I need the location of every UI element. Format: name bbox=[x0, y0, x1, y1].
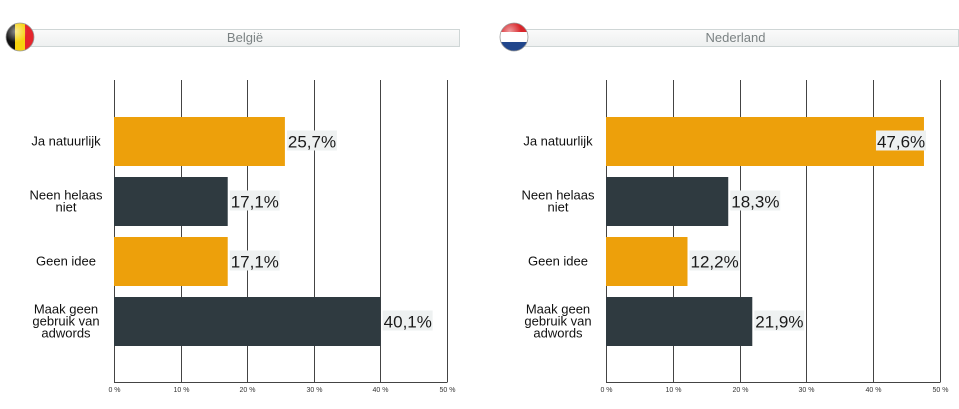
value-label-bg bbox=[875, 130, 926, 151]
chart-netherlands: 0 % 10 % 20 % 30 % 40 % 50 % Ja natuurlijk 47,6… bbox=[522, 80, 949, 394]
value-label: 47,6% bbox=[877, 133, 925, 152]
value-label-bg bbox=[730, 190, 781, 211]
x-tick-label: 30 % bbox=[799, 387, 815, 394]
x-tick-label: 50 % bbox=[933, 387, 949, 394]
category-label: Geen idee bbox=[36, 254, 96, 269]
category-label: Neen helaas niet bbox=[30, 188, 103, 215]
x-tick-label: 40 % bbox=[373, 387, 389, 394]
x-tick-label: 20 % bbox=[240, 387, 256, 394]
value-label: 21,9% bbox=[755, 313, 803, 332]
bar bbox=[606, 237, 688, 286]
x-tick-label: 0 % bbox=[600, 387, 612, 394]
bar bbox=[114, 117, 285, 166]
value-label: 18,3% bbox=[731, 193, 779, 212]
panel-title: Nederland bbox=[705, 30, 766, 45]
netherlands-flag-icon bbox=[499, 22, 529, 52]
bar bbox=[606, 297, 753, 346]
category-label: Ja natuurlijk bbox=[31, 134, 101, 149]
value-label: 25,7% bbox=[288, 133, 336, 152]
value-label-bg bbox=[754, 310, 805, 331]
value-label-bg bbox=[382, 310, 433, 331]
value-label: 17,1% bbox=[231, 253, 279, 272]
category-label: Geen idee bbox=[528, 254, 588, 269]
bar bbox=[114, 297, 381, 346]
x-tick-label: 50 % bbox=[440, 387, 456, 394]
bar bbox=[606, 117, 924, 166]
category-label: Ja natuurlijk bbox=[523, 134, 593, 149]
category-label: Maak geen gebruik van adwords bbox=[32, 302, 99, 341]
x-tick-label: 30 % bbox=[307, 387, 323, 394]
chart-belgium: 0 % 10 % 20 % 30 % 40 % 50 % Ja natuurlijk 25,7… bbox=[30, 80, 456, 394]
chart-panel-netherlands: Nederland 0 % 10 % 20 % 30 % 40 % 50 % Ja natu… bbox=[492, 0, 959, 409]
value-label: 12,2% bbox=[690, 253, 738, 272]
x-tick-label: 10 % bbox=[666, 387, 682, 394]
x-tick-label: 10 % bbox=[174, 387, 190, 394]
category-label: Neen helaas niet bbox=[522, 188, 595, 215]
bar bbox=[606, 177, 729, 226]
value-label: 17,1% bbox=[231, 193, 279, 212]
chart-panel-belgium: België 0 % 10 % 20 % 30 % 40 % 50 % Ja natuurl… bbox=[0, 0, 470, 409]
x-tick-label: 20 % bbox=[733, 387, 749, 394]
belgium-flag-icon bbox=[5, 22, 35, 52]
value-label-bg bbox=[229, 250, 280, 271]
panel-title: België bbox=[226, 30, 264, 45]
category-label: Maak geen gebruik van adwords bbox=[524, 302, 591, 341]
value-label-bg bbox=[286, 130, 337, 151]
value-label: 40,1% bbox=[384, 313, 432, 332]
value-label-bg bbox=[229, 190, 280, 211]
bar bbox=[114, 177, 228, 226]
bar bbox=[114, 237, 228, 286]
value-label-bg bbox=[689, 250, 740, 271]
x-tick-label: 40 % bbox=[866, 387, 882, 394]
panel-header: België bbox=[30, 29, 460, 47]
x-tick-label: 0 % bbox=[108, 387, 120, 394]
